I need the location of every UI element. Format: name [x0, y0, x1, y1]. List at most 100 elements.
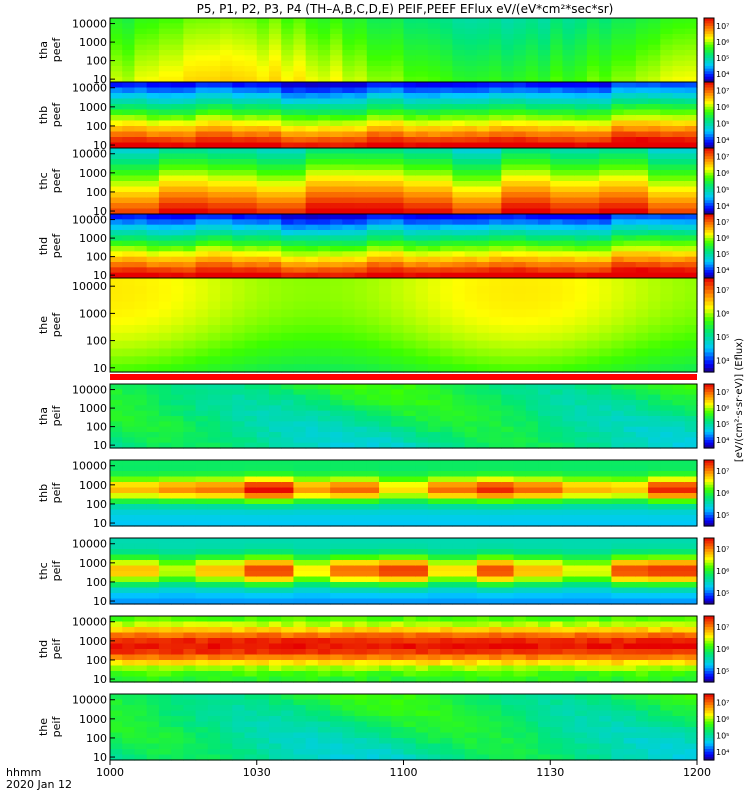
heatmap-cell [562, 50, 576, 56]
heatmap-cell [354, 251, 368, 258]
heatmap-cell [501, 317, 515, 326]
heatmap-cell [513, 55, 527, 62]
heatmap-cell [379, 197, 392, 204]
heatmap-cell [281, 115, 295, 122]
heatmap-cell [232, 442, 246, 449]
heatmap-cell [599, 153, 612, 160]
heatmap-cell [122, 571, 136, 578]
heatmap-cell [317, 587, 331, 594]
heatmap-cell [256, 565, 270, 572]
heatmap-cell [623, 39, 637, 46]
heatmap-cell [268, 504, 282, 511]
heatmap-cell [538, 587, 551, 594]
heatmap-cell [464, 442, 478, 449]
heatmap-cell [538, 460, 551, 467]
heatmap-cell [330, 504, 343, 511]
heatmap-cell [268, 410, 282, 417]
heatmap-cell [268, 87, 282, 94]
colorbar-segment [704, 305, 714, 310]
heatmap-cell [415, 364, 429, 373]
heatmap-cell [574, 246, 588, 252]
heatmap-cell [427, 219, 441, 226]
heatmap-cell [366, 421, 380, 428]
heatmap-cell [415, 405, 429, 412]
heatmap-cell [110, 137, 123, 144]
heatmap-cell [207, 471, 221, 478]
heatmap-cell [391, 71, 405, 78]
heatmap-cell [281, 142, 295, 149]
heatmap-cell [342, 148, 356, 155]
heatmap-cell [672, 272, 686, 279]
heatmap-cell [623, 332, 637, 342]
heatmap-cell [440, 214, 454, 220]
heatmap-cell [464, 186, 478, 193]
heatmap-cell [525, 389, 539, 396]
heatmap-cell [415, 356, 429, 365]
heatmap-cell [574, 224, 588, 231]
heatmap-cell [158, 55, 172, 62]
heatmap-cell [403, 115, 417, 122]
heatmap-cell [672, 582, 686, 589]
heatmap-cell [122, 340, 136, 350]
heatmap-cell [501, 28, 515, 35]
heatmap-cell [648, 34, 661, 40]
heatmap-cell [403, 55, 417, 62]
heatmap-cell [501, 175, 515, 182]
heatmap-cell [146, 643, 160, 650]
heatmap-cell [525, 230, 539, 236]
heatmap-cell [440, 224, 454, 231]
heatmap-cell [268, 332, 282, 342]
heatmap-cell [501, 246, 515, 252]
heatmap-cell [220, 389, 233, 396]
heatmap-cell [122, 487, 136, 494]
heatmap-cell [476, 126, 490, 133]
heatmap-cell [134, 131, 148, 138]
heatmap-cell [635, 565, 649, 572]
heatmap-cell [379, 66, 392, 72]
heatmap-cell [391, 309, 405, 318]
heatmap-cell [440, 400, 454, 406]
heatmap-cell [134, 565, 148, 572]
heatmap-cell [403, 332, 417, 342]
heatmap-cell [146, 621, 160, 628]
colorbar-segment [704, 321, 714, 326]
heatmap-cell [599, 44, 612, 51]
heatmap-cell [293, 66, 307, 72]
heatmap-cell [268, 538, 282, 545]
heatmap-cell [403, 50, 417, 56]
heatmap-cell [305, 23, 319, 30]
heatmap-cell [281, 587, 295, 594]
heatmap-cell [391, 39, 405, 46]
heatmap-cell [342, 325, 356, 334]
colorbar-segment [704, 360, 714, 365]
heatmap-cell [452, 203, 466, 210]
y-tick-label: 1000 [79, 402, 107, 415]
heatmap-cell [171, 126, 184, 133]
heatmap-cell [366, 251, 380, 258]
heatmap-cell [574, 278, 588, 287]
heatmap-cell [672, 87, 686, 94]
heatmap-cell [158, 638, 172, 645]
heatmap-cell [525, 471, 539, 478]
heatmap-cell [379, 131, 392, 138]
heatmap-cell [550, 44, 564, 51]
heatmap-cell [672, 301, 686, 310]
heatmap-cell [635, 285, 649, 295]
heatmap-cell [464, 203, 478, 210]
heatmap-cell [293, 126, 307, 133]
colorbar-segment [704, 565, 714, 569]
heatmap-cell [574, 325, 588, 334]
heatmap-cell [574, 426, 588, 433]
heatmap-cell [391, 356, 405, 365]
heatmap-cell [623, 87, 637, 94]
heatmap-cell [366, 55, 380, 62]
heatmap-cell [464, 55, 478, 62]
heatmap-cell [158, 665, 172, 672]
heatmap-cell [110, 348, 123, 357]
colorbar-segment [704, 52, 714, 56]
heatmap-cell [648, 235, 661, 242]
heatmap-cell [330, 66, 343, 72]
heatmap-cell [611, 520, 625, 527]
heatmap-cell [476, 325, 490, 334]
